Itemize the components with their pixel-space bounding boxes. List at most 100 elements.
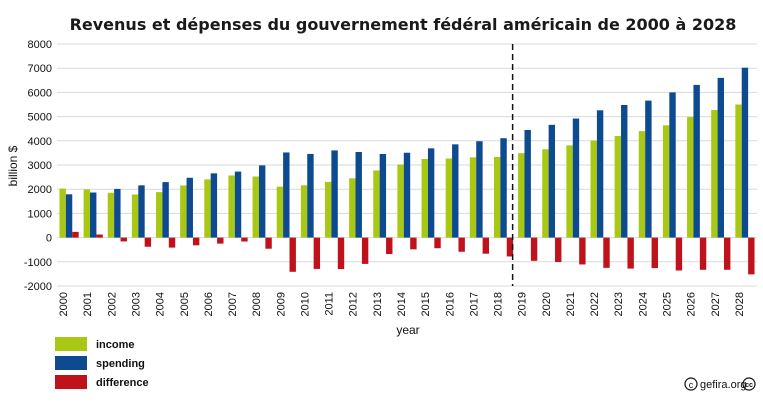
bar-spending [403, 152, 411, 238]
x-tick-label: 2005 [179, 292, 191, 316]
x-tick-label: 2024 [637, 292, 649, 316]
bar-difference [434, 237, 441, 249]
bar-spending [210, 173, 218, 238]
bar-difference [410, 237, 417, 250]
bar-spending [234, 171, 242, 238]
bar-spending [645, 100, 652, 238]
bar-income [131, 194, 139, 238]
x-tick-label: 2019 [517, 292, 529, 316]
bar-difference [289, 237, 296, 272]
bar-spending [90, 192, 97, 238]
copyright-icon [684, 377, 698, 391]
bar-spending [572, 118, 580, 238]
x-tick-label: 2008 [251, 292, 263, 316]
legend: income spending difference [55, 337, 149, 389]
bar-spending [500, 138, 507, 238]
bar-difference [651, 237, 658, 269]
x-tick-label: 2020 [541, 292, 553, 316]
bar-difference [96, 234, 103, 238]
bar-spending [162, 182, 169, 238]
bar-income [373, 170, 380, 238]
x-tick-label: 2009 [275, 292, 287, 316]
bar-income [566, 145, 573, 238]
chart-title: Revenus et dépenses du gouvernement fédé… [70, 15, 737, 34]
bar-difference [144, 237, 152, 247]
x-tick-label: 2017 [468, 292, 480, 316]
bar-difference [627, 237, 634, 269]
x-tick-label: 2010 [299, 292, 311, 316]
x-tick-label: 2006 [203, 292, 215, 316]
bar-income [590, 140, 597, 238]
bar-spending [258, 165, 266, 238]
bar-spending [379, 153, 387, 238]
x-axis-ticks: 2000 2001 2002 2003 2004 2005 2006 2007 2008 2009… [58, 292, 746, 316]
bar-income [59, 188, 66, 238]
bar-spending [186, 177, 193, 238]
x-tick-label: 2004 [155, 292, 167, 316]
x-tick-label: 2023 [613, 292, 625, 316]
bar-difference [337, 237, 345, 270]
bar-difference [458, 237, 465, 252]
bars [59, 67, 755, 275]
credit: c gefira.org cc [684, 377, 756, 391]
legend-swatch-spending [55, 356, 87, 370]
legend-label-difference: difference [96, 377, 149, 389]
x-tick-label: 2016 [444, 292, 456, 316]
y-tick-label: 3000 [28, 160, 52, 172]
bar-spending [307, 153, 314, 238]
bar-difference [192, 237, 200, 246]
bar-income [493, 157, 501, 238]
bar-income [83, 189, 91, 238]
bar-difference [555, 237, 562, 263]
bar-income [735, 104, 742, 238]
x-tick-label: 2022 [589, 292, 601, 316]
legend-label-income: income [96, 339, 135, 351]
bar-income [276, 186, 284, 238]
bar-income [300, 185, 308, 238]
bar-income [349, 178, 356, 238]
bar-income [662, 125, 670, 238]
bar-spending [524, 129, 531, 238]
x-tick-label: 2000 [58, 292, 70, 316]
legend-swatch-difference [55, 375, 87, 389]
bar-difference [482, 237, 490, 254]
bar-spending [693, 84, 700, 238]
bar-spending [355, 152, 362, 238]
x-tick-label: 2011 [324, 292, 336, 316]
y-tick-label: 8000 [28, 39, 52, 51]
bar-difference [675, 237, 683, 271]
bar-spending [427, 148, 435, 238]
bar-income [614, 135, 622, 238]
bar-income [156, 192, 163, 238]
x-tick-label: 2002 [106, 292, 118, 316]
bar-income [469, 157, 477, 238]
bar-spending [596, 110, 604, 238]
x-tick-label: 2014 [396, 292, 408, 316]
x-tick-label: 2021 [565, 292, 577, 316]
bar-difference [579, 237, 586, 265]
bar-spending [452, 144, 459, 238]
y-tick-label: -1000 [24, 257, 52, 269]
y-tick-label: 6000 [28, 87, 52, 99]
y-axis-label: billion $ [6, 145, 20, 186]
x-axis-label: year [396, 323, 419, 337]
copyright-icon-glyph: c [689, 380, 694, 390]
bar-difference [699, 237, 707, 270]
x-tick-label: 2003 [130, 292, 142, 316]
bar-spending [476, 141, 483, 238]
bar-spending [114, 188, 121, 238]
bar-income [518, 153, 525, 238]
x-tick-label: 2025 [662, 292, 674, 316]
bar-difference [72, 231, 79, 238]
bar-difference [603, 237, 610, 268]
bar-difference [241, 237, 248, 242]
x-tick-label: 2027 [710, 292, 722, 316]
y-tick-label: 1000 [28, 208, 52, 220]
bar-spending [669, 92, 676, 238]
bar-income [107, 192, 115, 238]
x-tick-label: 2012 [348, 292, 360, 316]
bar-income [638, 131, 646, 238]
bar-spending [717, 77, 724, 238]
bar-spending [138, 185, 145, 238]
